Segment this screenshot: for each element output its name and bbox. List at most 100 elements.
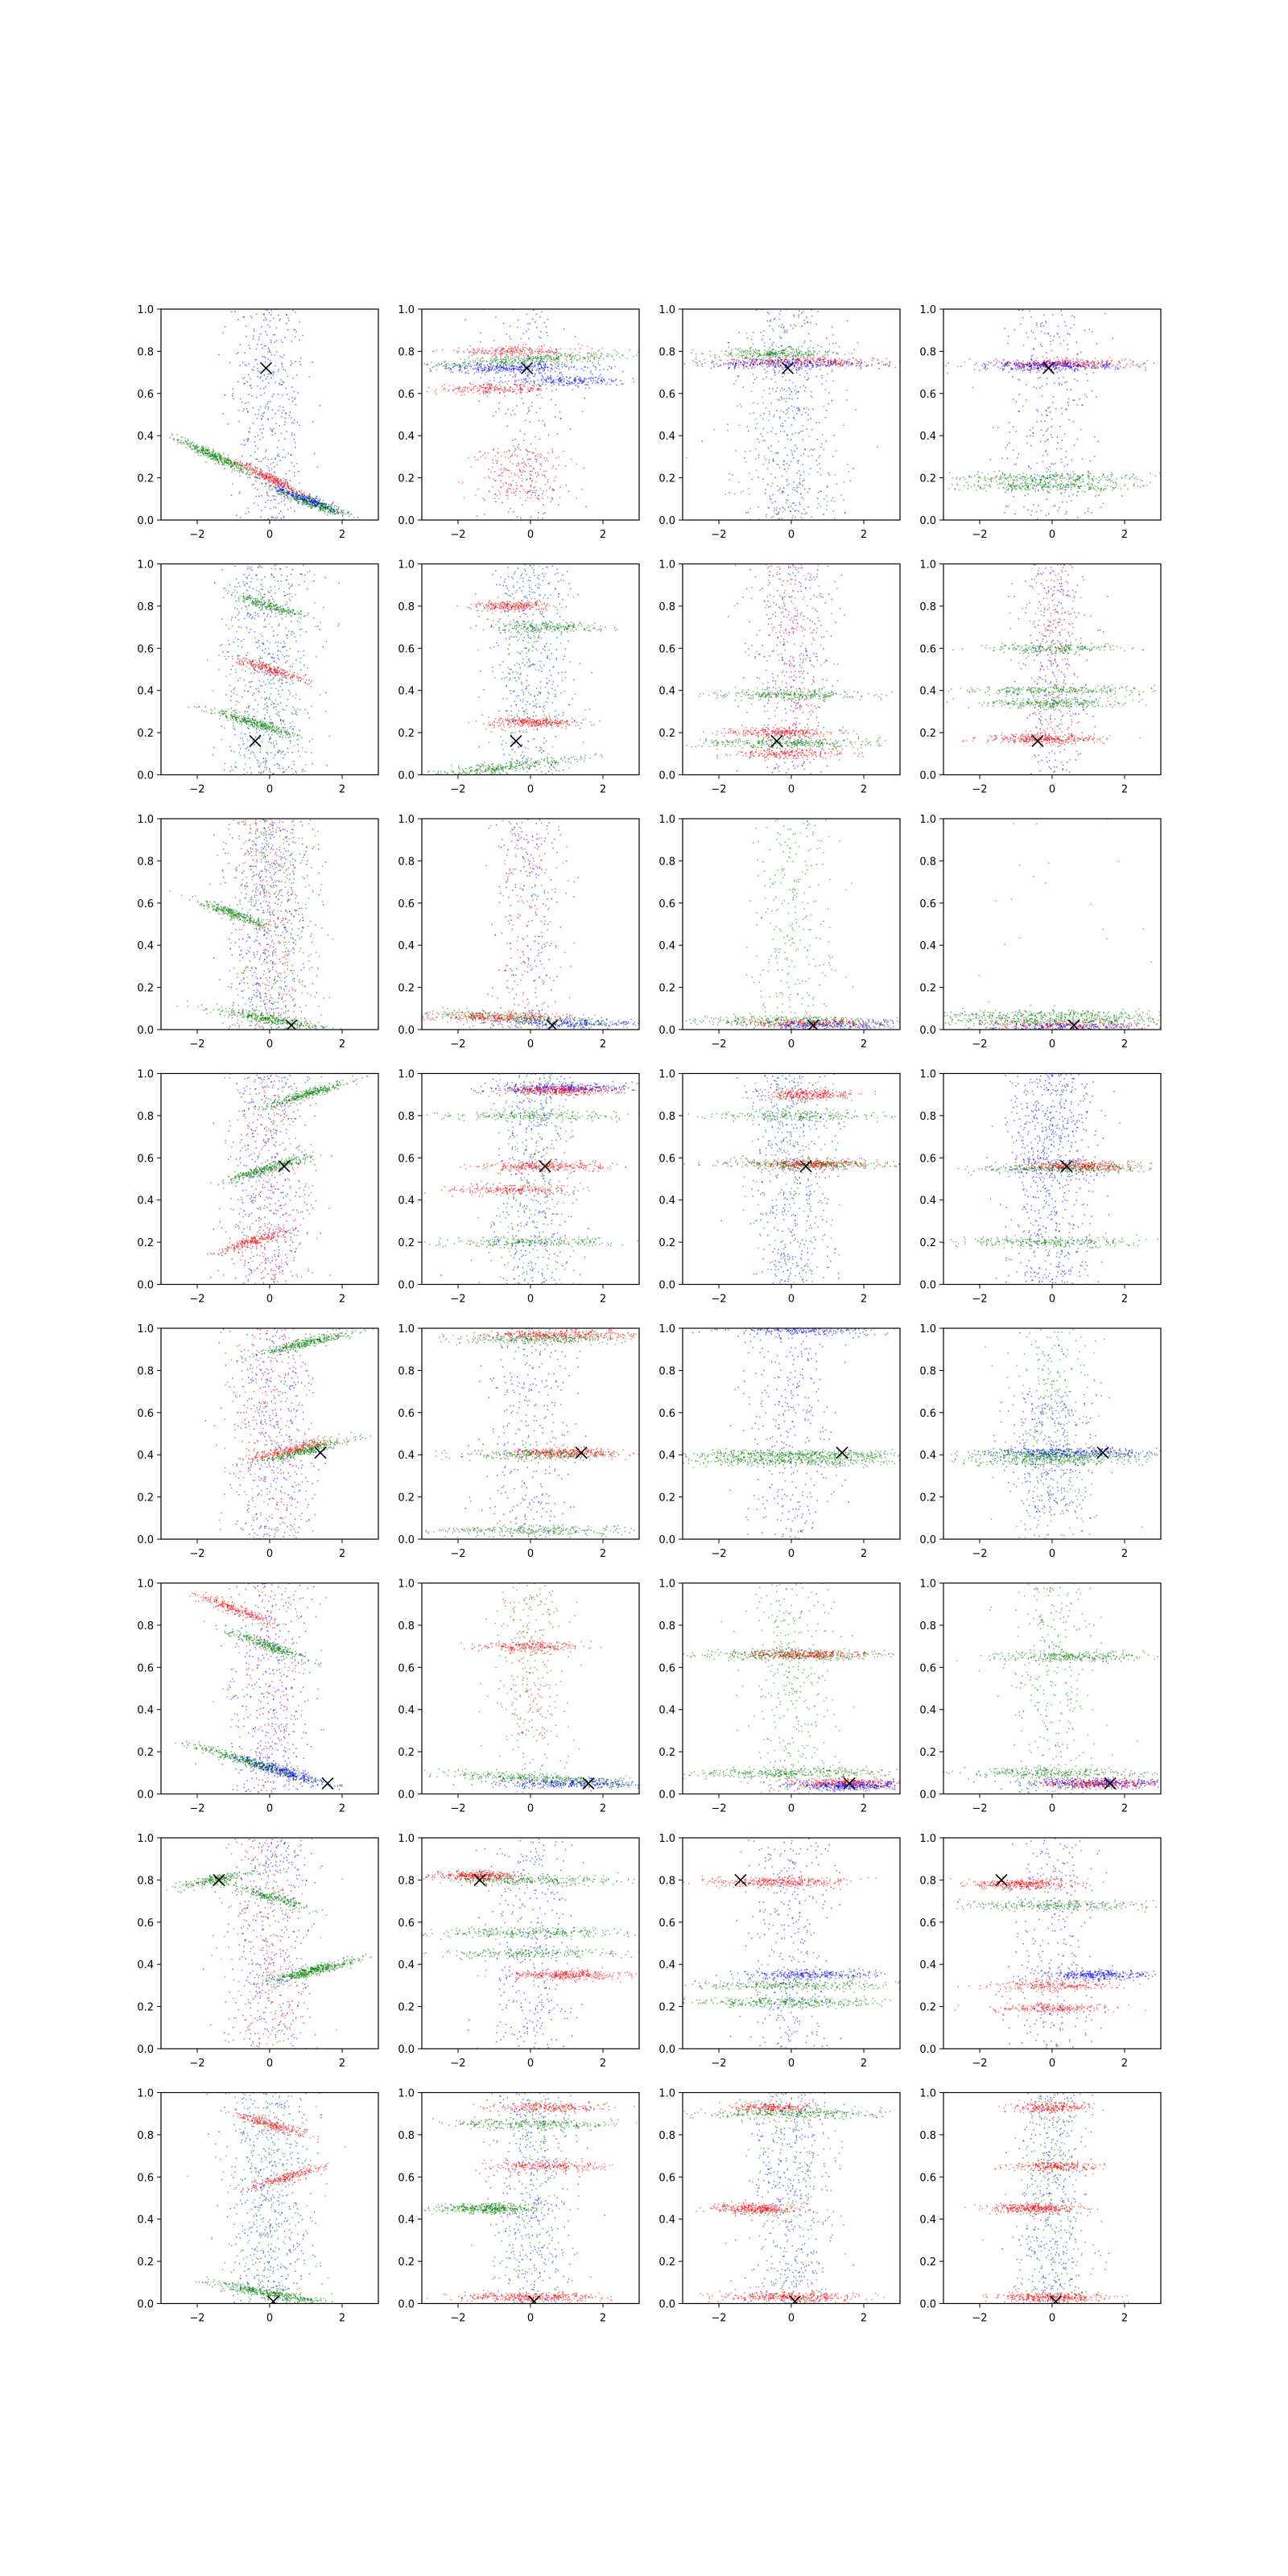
scatter-point [220, 459, 221, 460]
scatter-point [814, 362, 816, 364]
scatter-point [222, 453, 225, 455]
scatter-point [769, 362, 771, 364]
scatter-point [762, 478, 764, 480]
scatter-point [257, 448, 258, 449]
scatter-point [287, 496, 288, 497]
scatter-point [758, 506, 759, 508]
scatter-point [292, 496, 295, 498]
scatter-point [294, 475, 295, 477]
scatter-point [283, 480, 285, 482]
scatter-point [535, 365, 536, 366]
scatter-point [243, 466, 246, 469]
scatter-point [551, 358, 553, 361]
scatter-point [467, 391, 469, 393]
scatter-point [543, 370, 544, 372]
scatter-point [591, 355, 592, 357]
scatter-point [427, 386, 430, 388]
scatter-point [283, 477, 284, 480]
scatter-point [526, 348, 528, 350]
scatter-point [777, 361, 778, 363]
scatter-point [603, 368, 605, 370]
scatter-point [811, 309, 812, 311]
scatter-point [597, 357, 600, 360]
scatter-point [472, 352, 474, 353]
scatter-point [470, 389, 472, 391]
scatter-point [544, 366, 547, 368]
scatter-point [280, 484, 283, 485]
scatter-point [636, 354, 638, 356]
scatter-point [786, 471, 788, 473]
scatter-point [680, 349, 682, 350]
scatter-point [784, 353, 786, 354]
scatter-point [524, 463, 526, 465]
scatter-point [473, 349, 476, 352]
scatter-point [577, 343, 580, 345]
scatter-point [200, 448, 203, 451]
scatter-point [295, 446, 296, 448]
scatter-point [539, 407, 541, 410]
scatter-point [481, 370, 484, 372]
scatter-point [487, 452, 489, 454]
scatter-point [263, 411, 265, 414]
scatter-point [759, 415, 762, 416]
scatter-point [275, 517, 277, 519]
scatter-point [561, 366, 564, 368]
scatter-point [732, 362, 734, 365]
scatter-point [510, 483, 512, 485]
scatter-point [712, 360, 715, 362]
scatter-point [759, 354, 761, 356]
scatter-point [238, 493, 241, 494]
scatter-point [250, 467, 251, 469]
scatter-point [337, 509, 339, 510]
scatter-point [529, 485, 531, 487]
scatter-point [295, 497, 298, 498]
scatter-point [815, 323, 818, 325]
scatter-point [494, 369, 497, 371]
scatter-point [280, 340, 283, 341]
scatter-point [846, 362, 848, 364]
scatter-point [512, 390, 514, 392]
scatter-point [291, 462, 293, 464]
scatter-point [329, 511, 332, 513]
scatter-point [789, 389, 791, 390]
scatter-point [877, 362, 879, 365]
scatter-point [824, 389, 827, 390]
scatter-point [308, 503, 310, 506]
scatter-point [522, 332, 525, 335]
scatter-point [308, 500, 309, 502]
scatter-point [279, 478, 282, 481]
scatter-point [614, 365, 616, 368]
scatter-point [564, 355, 566, 357]
scatter-point [273, 517, 275, 518]
scatter-point [780, 345, 782, 347]
scatter-point [840, 363, 841, 365]
scatter-point [782, 324, 783, 326]
scatter-point [545, 350, 547, 353]
scatter-point [283, 489, 285, 491]
scatter-point [535, 448, 537, 450]
scatter-point [522, 458, 524, 460]
scatter-point [500, 355, 502, 357]
scatter-point [882, 364, 885, 365]
scatter-point [529, 387, 531, 389]
scatter-point [248, 345, 250, 346]
scatter-point [772, 458, 774, 460]
scatter-point [800, 312, 803, 314]
scatter-point [710, 367, 712, 369]
scatter-point [616, 384, 617, 386]
scatter-point [786, 499, 787, 501]
scatter-point [616, 351, 617, 353]
scatter-point [334, 513, 336, 514]
scatter-point [240, 469, 242, 471]
scatter-point [587, 381, 589, 383]
scatter-point [514, 448, 516, 450]
scatter-point [534, 486, 536, 488]
scatter-point [739, 361, 741, 364]
scatter-point [744, 357, 746, 360]
scatter-point [774, 366, 776, 368]
scatter-point [762, 363, 763, 365]
scatter-point [598, 349, 601, 351]
scatter-point [786, 329, 788, 331]
scatter-point [568, 383, 571, 385]
scatter-point [555, 457, 558, 459]
